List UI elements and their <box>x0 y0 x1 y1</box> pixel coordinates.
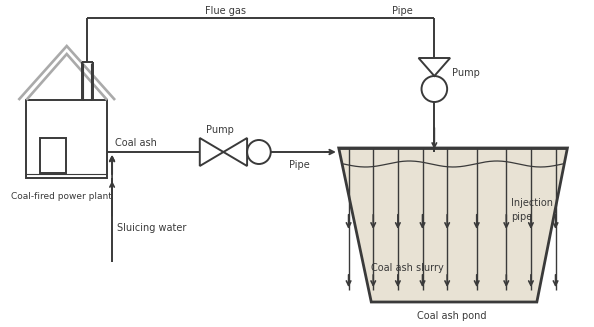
Text: Pump: Pump <box>452 68 480 78</box>
Text: Pump: Pump <box>206 125 233 135</box>
Text: Flue gas: Flue gas <box>205 6 246 16</box>
Bar <box>40 138 66 173</box>
Text: Coal-fired power plant: Coal-fired power plant <box>11 192 112 201</box>
Polygon shape <box>339 148 567 302</box>
Text: Pipe: Pipe <box>289 160 309 170</box>
Text: Sluicing water: Sluicing water <box>117 223 187 233</box>
Text: Pipe: Pipe <box>393 6 413 16</box>
Text: Coal ash slurry: Coal ash slurry <box>371 263 444 273</box>
Text: Coal ash: Coal ash <box>115 138 157 148</box>
Text: Injection
pipe: Injection pipe <box>511 198 553 222</box>
Text: Coal ash pond: Coal ash pond <box>418 311 487 321</box>
